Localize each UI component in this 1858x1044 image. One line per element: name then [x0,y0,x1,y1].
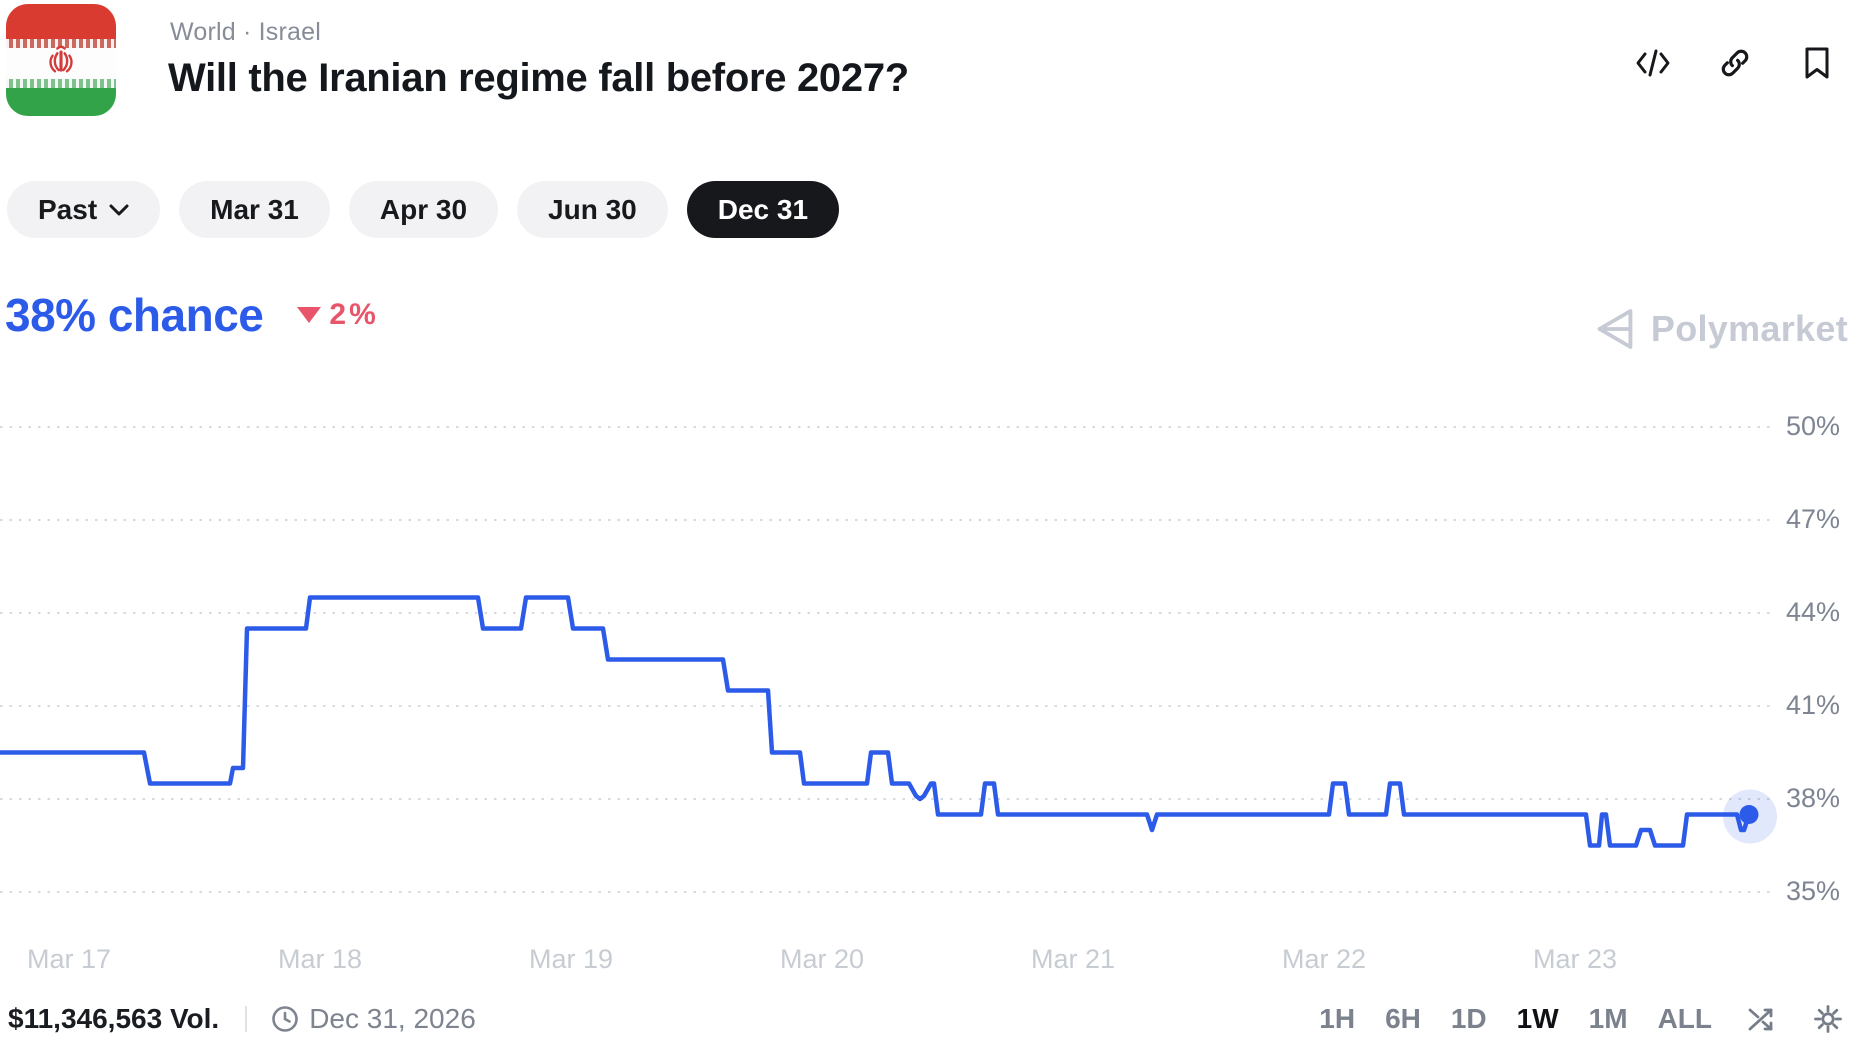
bookmark-button[interactable] [1798,44,1836,82]
outcome-tabs: Past Mar 31 Apr 30 Jun 30 Dec 31 [7,181,840,238]
y-axis-label: 41% [1786,690,1841,720]
end-date-label: Dec 31, 2026 [309,1003,476,1034]
y-axis-label: 50% [1786,411,1841,441]
x-axis-label: Mar 22 [1281,944,1367,974]
polymarket-logo-icon [1597,309,1633,349]
range-6h[interactable]: 6H [1385,1003,1421,1034]
y-axis-label: 47% [1786,504,1841,534]
arrow-down-icon [297,307,322,323]
tab-dec-31[interactable]: Dec 31 [686,181,840,238]
flag-ornament-band [6,38,116,48]
tab-apr-30[interactable]: Apr 30 [348,181,499,238]
iran-flag-icon [6,4,116,116]
gear-icon [1814,1005,1842,1033]
bookmark-icon [1805,47,1829,79]
link-icon [1721,49,1749,77]
watermark-label: Polymarket [1650,308,1848,349]
breadcrumb[interactable]: World · Israel [170,18,321,46]
footer-stats: $11,346,563 Vol. Dec 31, 2026 [8,1003,476,1035]
tab-label: Dec 31 [717,193,809,225]
y-axis-label: 38% [1786,783,1841,813]
volume-label: $11,346,563 Vol. [8,1003,220,1034]
chart-controls: 1H 6H 1D 1W 1M ALL [1319,1003,1844,1035]
tab-label: Mar 31 [210,193,299,225]
compare-button[interactable] [1746,1004,1778,1034]
y-axis-label: 35% [1786,876,1841,906]
embed-code-button[interactable] [1634,44,1672,82]
endpoint-dot [1739,805,1759,824]
chance-row: 38% chance 2% [5,288,379,342]
change-value: 2% [329,298,379,331]
tab-label: Jun 30 [548,193,637,225]
clock-icon [272,1006,299,1032]
chevron-down-icon [109,204,129,215]
range-1d[interactable]: 1D [1450,1003,1487,1034]
change-indicator: 2% [297,298,378,332]
header-actions [1634,44,1836,82]
settings-button[interactable] [1812,1003,1844,1035]
copy-link-button[interactable] [1716,44,1754,82]
tab-mar-31[interactable]: Mar 31 [179,181,330,238]
x-axis-label: Mar 21 [1030,944,1116,974]
code-icon [1636,49,1670,77]
y-axis-label: 44% [1786,597,1841,627]
range-1m[interactable]: 1M [1588,1003,1628,1034]
polymarket-watermark: Polymarket [1591,303,1848,355]
flag-red-stripe [6,4,116,45]
x-axis-label: Mar 20 [779,944,865,974]
range-buttons: 1H 6H 1D 1W 1M ALL [1319,1003,1712,1035]
x-axis-label: Mar 23 [1532,944,1618,974]
page-title: Will the Iranian regime fall before 2027… [168,56,909,100]
x-axis-label: Mar 18 [277,944,363,974]
end-date: Dec 31, 2026 [271,1003,476,1035]
shuffle-icon [1748,1008,1773,1031]
tab-label: Apr 30 [379,193,468,225]
past-dropdown[interactable]: Past [7,181,161,238]
iran-emblem-icon [49,45,73,73]
x-axis-label: Mar 19 [528,944,614,974]
x-axis-label: Mar 17 [26,944,112,974]
tab-jun-30[interactable]: Jun 30 [517,181,668,238]
range-all[interactable]: ALL [1657,1003,1712,1034]
chance-value: 38% chance [5,289,264,341]
range-1h[interactable]: 1H [1319,1003,1356,1034]
flag-ornament-band [6,79,116,89]
divider [245,1006,248,1032]
range-1w[interactable]: 1W [1516,1003,1559,1034]
past-label: Past [38,193,98,225]
